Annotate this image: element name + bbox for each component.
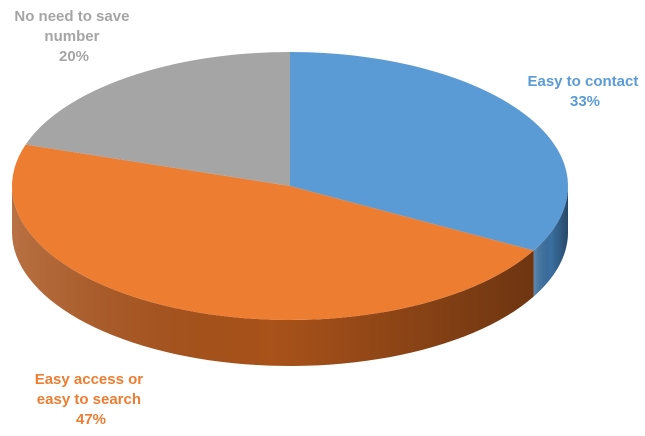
label-no-need-to-save-line-2: number [44, 28, 99, 45]
label-easy-to-contact-line-1: Easy to contact [527, 73, 638, 90]
pie-slice-easy-access-or-easy-to-search [12, 144, 534, 320]
label-easy-access: Easy access or easy to search 47% [35, 371, 148, 428]
pie-slice-easy-to-contact [290, 52, 568, 251]
label-easy-access-line-1: Easy access or [35, 371, 144, 388]
label-easy-to-contact-value: 33% [570, 93, 600, 110]
pie-side-shade-easy-to-contact [533, 186, 568, 297]
label-easy-access-value: 47% [76, 411, 106, 428]
pie-tops [12, 52, 568, 320]
label-no-need-to-save-value: 20% [59, 48, 89, 65]
label-no-need-to-save-line-1: No need to save [14, 8, 129, 25]
label-easy-access-line-2: easy to search [37, 391, 141, 408]
pie-slice-no-need-to-save-number [25, 52, 291, 186]
pie-side-shade-easy-access-or-easy-to-search [12, 186, 534, 366]
label-no-need-to-save: No need to save number 20% [14, 8, 133, 65]
pie-sides [12, 186, 568, 366]
label-easy-to-contact: Easy to contact 33% [527, 73, 642, 110]
